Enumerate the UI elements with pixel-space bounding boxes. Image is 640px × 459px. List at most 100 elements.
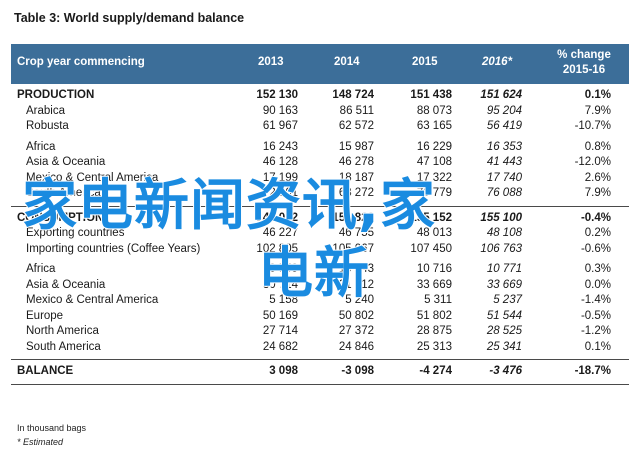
table-title: Table 3: World supply/demand balance [14, 11, 245, 25]
value-2016: 151 624 [480, 89, 522, 101]
table-row: Asia & Oceania 46 128 46 278 47 108 41 443 -1… [11, 155, 629, 171]
table-row: Mexico & Central America 5 158 5 240 5 311 5… [11, 293, 629, 309]
row-label: Asia & Oceania [26, 278, 106, 291]
value-2013: 17 199 [262, 171, 298, 184]
section-divider [11, 383, 629, 385]
row-label: PRODUCTION [17, 89, 95, 101]
row-label: South America [26, 187, 101, 199]
value-change: -12.0% [574, 156, 611, 168]
footnotes: In thousand bags * Estimated [17, 421, 86, 449]
value-2013: 5 158 [269, 294, 298, 306]
value-2013: 72 561 [262, 187, 298, 199]
row-label: Europe [26, 309, 64, 322]
value-change: 7.9% [584, 104, 611, 117]
value-change: 0.1% [584, 89, 611, 101]
value-change: 0.3% [584, 263, 611, 275]
value-2014: 27 372 [338, 325, 374, 337]
value-change: 0.2% [584, 227, 611, 239]
table-row: CONSUMPTION 149 032 151 822 155 152 155 100 -… [11, 211, 629, 227]
value-change: -0.5% [580, 309, 611, 322]
value-2016: 51 544 [486, 309, 522, 322]
value-2013: 3 098 [269, 365, 298, 377]
value-2015: 51 802 [416, 309, 452, 322]
value-2016: 106 763 [480, 242, 522, 255]
table-row: Mexico & Central America 17 199 18 187 17 3… [11, 171, 629, 187]
value-2016: 48 108 [486, 227, 522, 239]
value-2016: 5 237 [493, 294, 522, 306]
value-change: 2.6% [584, 171, 611, 184]
table-row: Asia & Oceania 30 714 31 912 33 669 33 669 0.… [11, 278, 629, 294]
value-change: -0.6% [580, 242, 611, 255]
footnote-estimated: * Estimated [17, 437, 64, 447]
value-2015: 155 152 [410, 211, 452, 224]
value-2015: -4 274 [419, 365, 452, 377]
value-2014: 46 755 [338, 227, 374, 239]
row-label: Exporting countries [26, 227, 125, 239]
value-2014: 46 278 [338, 156, 374, 168]
value-2014: 50 802 [338, 309, 374, 322]
row-label: Importing countries (Coffee Years) [26, 242, 201, 255]
row-label: Robusta [26, 120, 69, 132]
header-crop-year-label: Crop year commencing [17, 56, 145, 68]
table-row: Importing countries (Coffee Years) 102 80… [11, 242, 629, 258]
value-2013: 149 032 [256, 211, 298, 224]
value-2015: 107 450 [410, 242, 452, 255]
table-body: PRODUCTION 152 130 148 724 151 438 151 624 0.… [11, 84, 629, 385]
value-2013: 61 967 [262, 120, 298, 132]
value-2014: 24 846 [338, 340, 374, 353]
value-2015: 48 013 [416, 227, 452, 239]
table-row: BALANCE 3 098 -3 098 -4 274 -3 476 -18.7% [11, 364, 629, 380]
table-row: Arabica 90 163 86 511 88 073 95 204 7.9% [11, 104, 629, 120]
header-change-line1: % change [557, 49, 611, 61]
value-2016: 56 419 [486, 120, 522, 132]
table-row: South America 24 682 24 846 25 313 25 341 0.1… [11, 340, 629, 356]
value-change: -18.7% [574, 365, 611, 377]
table-row: PRODUCTION 152 130 148 724 151 438 151 624 0.… [11, 88, 629, 104]
value-2016: 16 353 [486, 140, 522, 153]
header-year-2015: 2015 [412, 56, 438, 68]
value-change: -10.7% [574, 120, 611, 132]
value-change: -1.4% [580, 294, 611, 306]
value-2013: 30 714 [262, 278, 298, 291]
value-2015: 70 779 [416, 187, 452, 199]
value-change: 0.0% [584, 278, 611, 291]
value-2016: 41 443 [486, 156, 522, 168]
row-label: Mexico & Central America [26, 171, 159, 184]
value-2013: 102 805 [256, 242, 298, 255]
value-2016: -3 476 [489, 365, 522, 377]
value-2015: 10 716 [416, 263, 452, 275]
value-change: 0.8% [584, 140, 611, 153]
table-row: North America 27 714 27 372 28 875 28 525 -1.… [11, 324, 629, 340]
value-2016: 76 088 [486, 187, 522, 199]
supply-demand-table: Crop year commencing 2013 2014 2015 2016… [11, 44, 629, 385]
value-2015: 88 073 [416, 104, 452, 117]
value-2014: 105 067 [332, 242, 374, 255]
value-2016: 155 100 [480, 211, 522, 224]
value-change: -1.2% [580, 325, 611, 337]
value-2015: 28 875 [416, 325, 452, 337]
value-2016: 28 525 [486, 325, 522, 337]
value-2013: 16 243 [262, 140, 298, 153]
value-2013: 46 128 [262, 156, 298, 168]
row-label: BALANCE [17, 365, 74, 377]
header-year-2016: 2016* [482, 56, 513, 68]
value-2016: 10 771 [486, 263, 522, 275]
value-2015: 33 669 [416, 278, 452, 291]
value-2015: 151 438 [410, 89, 452, 101]
header-year-2014: 2014 [334, 56, 360, 68]
value-2013: 10 559 [262, 263, 298, 275]
value-2016: 25 341 [486, 340, 522, 353]
value-2016: 17 740 [486, 171, 522, 184]
watermark-line2: 电新 [257, 240, 371, 306]
value-change: -0.4% [580, 211, 611, 224]
value-2014: 10 543 [338, 263, 374, 275]
value-2014: 5 240 [345, 294, 374, 306]
row-label: Asia & Oceania [26, 156, 106, 168]
row-label: Arabica [26, 104, 65, 117]
value-2015: 25 313 [416, 340, 452, 353]
value-2013: 50 169 [262, 309, 298, 322]
row-label: Mexico & Central America [26, 294, 159, 306]
value-2013: 152 130 [256, 89, 298, 101]
section-divider [11, 359, 629, 360]
value-2014: 151 822 [332, 211, 374, 224]
